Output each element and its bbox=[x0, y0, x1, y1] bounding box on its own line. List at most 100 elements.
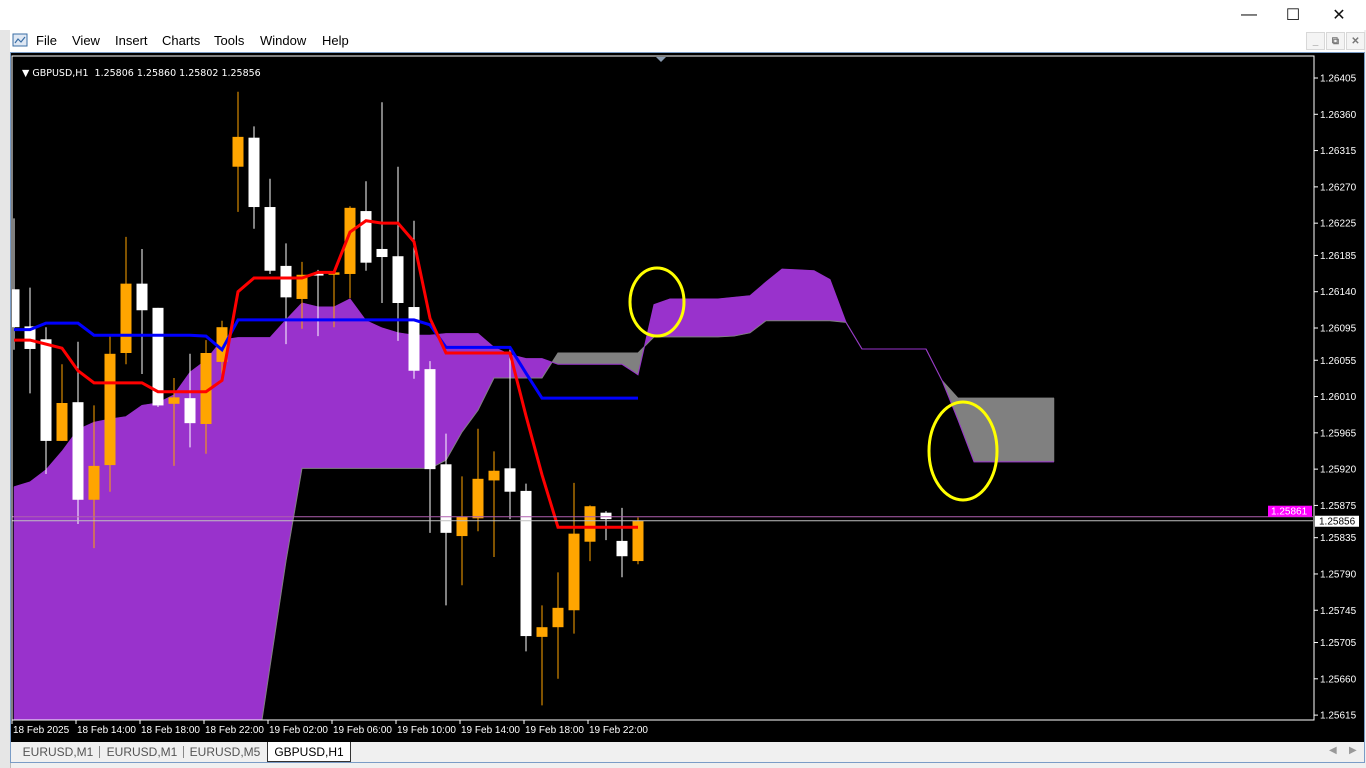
candle-bullish bbox=[472, 478, 484, 519]
candle-bearish bbox=[40, 339, 52, 441]
tab-scroll-right-icon[interactable]: ▶ bbox=[1349, 745, 1357, 756]
candle-bullish bbox=[456, 516, 468, 537]
tab-eurusd-m1-2[interactable]: EURUSD,M1 bbox=[106, 744, 178, 759]
ichimoku-cloud-segment bbox=[717, 297, 735, 338]
ichimoku-cloud-segment bbox=[573, 352, 591, 365]
ichimoku-cloud-segment bbox=[109, 416, 127, 720]
menu-insert[interactable]: Insert bbox=[115, 33, 148, 48]
candle-bullish bbox=[568, 533, 580, 611]
candle-bearish bbox=[264, 207, 276, 271]
time-tick-label: 19 Feb 14:00 bbox=[461, 725, 520, 736]
ichimoku-cloud-segment bbox=[653, 298, 671, 338]
time-axis[interactable]: 18 Feb 2025 18 Feb 14:00 18 Feb 18:00 18 Fe… bbox=[11, 720, 648, 736]
ichimoku-cloud-segment bbox=[797, 269, 815, 321]
ichimoku-cloud-segment bbox=[765, 268, 783, 321]
mdi-restore-button[interactable]: ⧉ bbox=[1326, 32, 1345, 50]
candle-bullish bbox=[200, 353, 212, 424]
candle-bearish bbox=[600, 512, 612, 520]
candle-bullish bbox=[296, 274, 308, 299]
price-tick-label: 1.25790 bbox=[1320, 569, 1357, 580]
candle-bearish bbox=[360, 211, 372, 263]
time-tick-label: 19 Feb 10:00 bbox=[397, 725, 456, 736]
mdi-close-button[interactable]: ✕ bbox=[1346, 32, 1365, 50]
ichimoku-cloud-segment bbox=[285, 302, 303, 562]
candle-bearish bbox=[312, 273, 324, 276]
menu-window[interactable]: Window bbox=[260, 33, 307, 48]
senkou-span-a-line bbox=[13, 268, 1054, 488]
time-tick-label: 19 Feb 06:00 bbox=[333, 725, 392, 736]
candle-bearish bbox=[248, 137, 260, 208]
price-tick-label: 1.26055 bbox=[1320, 356, 1357, 367]
chart-shift-marker-icon[interactable] bbox=[656, 57, 666, 62]
price-tick-label: 1.26095 bbox=[1320, 324, 1357, 335]
price-tick-label: 1.26140 bbox=[1320, 287, 1357, 298]
ichimoku-cloud-segment bbox=[173, 371, 191, 720]
ichimoku-cloud-segment bbox=[733, 295, 751, 337]
candle-bullish bbox=[168, 397, 180, 404]
ichimoku-cloud-segment bbox=[317, 306, 335, 469]
bid-price-label: 1.25856 bbox=[1319, 517, 1356, 528]
mdi-minimize-button[interactable]: _ bbox=[1306, 32, 1325, 50]
menu-view[interactable]: View bbox=[72, 33, 100, 48]
kijun-sen-line bbox=[14, 318, 638, 400]
ichimoku-cloud-segment bbox=[253, 337, 271, 720]
price-tick-label: 1.26315 bbox=[1320, 146, 1357, 157]
bid-price-label-bg bbox=[1315, 515, 1359, 527]
candle-bearish bbox=[280, 265, 292, 298]
price-tick-label: 1.25745 bbox=[1320, 606, 1357, 617]
ichimoku-cloud-segment bbox=[1021, 397, 1039, 463]
tab-scroll-left-icon[interactable]: ◀ bbox=[1329, 745, 1337, 756]
candle-bearish bbox=[504, 468, 516, 492]
candle-bullish bbox=[232, 136, 244, 167]
candle-bearish bbox=[440, 464, 452, 533]
candle-bullish bbox=[56, 403, 68, 441]
ichimoku-cloud-segment bbox=[701, 298, 719, 338]
tab-separator bbox=[99, 746, 100, 758]
price-tick-label: 1.25705 bbox=[1320, 638, 1357, 649]
price-tick-label: 1.26225 bbox=[1320, 219, 1357, 230]
candle-bearish bbox=[72, 402, 84, 500]
minimize-button[interactable]: — bbox=[1241, 6, 1257, 23]
price-tick-label: 1.25660 bbox=[1320, 674, 1357, 685]
candle-bearish bbox=[616, 540, 628, 557]
candle-bullish bbox=[536, 627, 548, 637]
ichimoku-cloud-segment bbox=[29, 469, 47, 720]
candle-bearish bbox=[152, 307, 164, 406]
maximize-button[interactable]: ☐ bbox=[1285, 7, 1301, 24]
tab-gbpusd-h1[interactable]: GBPUSD,H1 bbox=[267, 742, 351, 762]
ask-price-label-bg bbox=[1268, 505, 1312, 517]
menu-help[interactable]: Help bbox=[322, 33, 349, 48]
chart-tabs: EURUSD,M1 EURUSD,M1 EURUSD,M5 GBPUSD,H1 … bbox=[10, 742, 1365, 763]
candle-bullish bbox=[120, 283, 132, 353]
candle-bearish bbox=[12, 289, 20, 328]
ask-price-label: 1.25861 bbox=[1271, 507, 1308, 518]
candle-bullish bbox=[488, 470, 500, 481]
candle-bullish bbox=[552, 607, 564, 628]
menu-tools[interactable]: Tools bbox=[214, 33, 245, 48]
menu-charts[interactable]: Charts bbox=[162, 33, 201, 48]
menu-file[interactable]: File bbox=[36, 33, 57, 48]
time-tick-label: 18 Feb 18:00 bbox=[141, 725, 200, 736]
tab-separator bbox=[183, 746, 184, 758]
plot-border bbox=[11, 55, 1315, 721]
ichimoku-cloud-segment bbox=[125, 404, 143, 720]
tenkan-sen-line bbox=[14, 219, 638, 529]
close-button[interactable]: ✕ bbox=[1332, 7, 1346, 24]
candle-bearish bbox=[520, 490, 532, 637]
tab-eurusd-m5[interactable]: EURUSD,M5 bbox=[189, 744, 261, 759]
ichimoku-cloud-segment bbox=[237, 337, 255, 720]
ichimoku-cloud-segment bbox=[749, 281, 767, 334]
collapse-triangle-icon[interactable]: ▼ bbox=[22, 68, 33, 79]
time-tick-label: 18 Feb 14:00 bbox=[77, 725, 136, 736]
candle-bearish bbox=[136, 283, 148, 311]
chart-window-icon[interactable] bbox=[12, 32, 28, 48]
price-tick-label: 1.26405 bbox=[1320, 74, 1357, 85]
candle-bullish bbox=[632, 520, 644, 562]
time-tick-label: 18 Feb 22:00 bbox=[205, 725, 264, 736]
candle-bearish bbox=[376, 248, 388, 258]
ichimoku-cloud-segment bbox=[221, 337, 239, 720]
price-axis[interactable]: 1.26405 1.26360 1.26315 1.26270 1.26225 1.261… bbox=[1268, 74, 1359, 722]
tab-eurusd-m1[interactable]: EURUSD,M1 bbox=[22, 744, 94, 759]
symbol-ohlc: GBPUSD,H1 1.25806 1.25860 1.25802 1.2585… bbox=[32, 68, 261, 79]
